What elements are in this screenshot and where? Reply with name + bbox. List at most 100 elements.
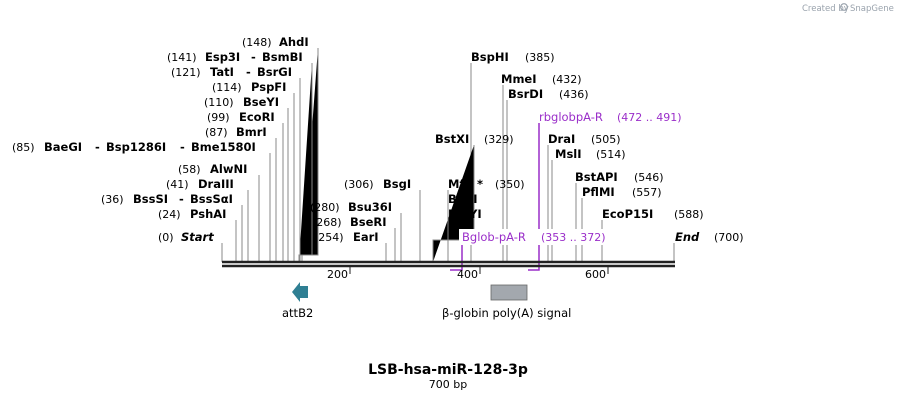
enzyme-name: MflI	[448, 177, 472, 191]
primer-leader-lines	[450, 123, 540, 271]
tick-label-600: 600	[585, 268, 606, 281]
enzyme-pos: (99)	[207, 111, 230, 124]
enzyme-name: TatI	[210, 65, 234, 79]
enzyme-pos: (514)	[596, 148, 626, 161]
enzyme-alias-2: Bme1580I	[191, 140, 256, 154]
enzyme-name: BaeGI	[44, 140, 82, 154]
enzyme-labels: (148) AhdI (141) Esp3I - BsmBI (121) Tat…	[12, 35, 704, 244]
enzyme-bsgi[interactable]: (306) BsgI	[344, 177, 411, 191]
enzyme-ecori[interactable]: (99) EcoRI	[207, 110, 275, 124]
enzyme-name: BmrI	[236, 125, 267, 139]
enzyme-name: BsgI	[383, 177, 411, 191]
enzyme-bmri[interactable]: (87) BmrI	[205, 125, 267, 139]
enzyme-bsrdi[interactable]: BsrDI (436)	[508, 87, 589, 101]
enzyme-alias: BssSαI	[190, 192, 233, 206]
enzyme-alias: BsrGI	[257, 65, 292, 79]
enzyme-bstxi[interactable]: BstXI (329)	[435, 132, 514, 146]
enzyme-bstyi[interactable]: BstYI	[448, 207, 482, 221]
enzyme-beseri[interactable]: (268) BseRI	[312, 215, 387, 229]
enzyme-bstapi[interactable]: BstAPI (546)	[575, 170, 664, 184]
enzyme-mmei[interactable]: MmeI (432)	[501, 72, 582, 86]
primer-labels: rbglobpA-R (472 .. 491) Bglob-pA-R (353 …	[459, 110, 682, 245]
svg-text:-: -	[246, 65, 251, 79]
enzyme-name: EarI	[353, 230, 379, 244]
enzyme-mark: *	[477, 177, 483, 191]
enzyme-msli[interactable]: MslI (514)	[555, 147, 626, 161]
primer-rbglobpa-r[interactable]: rbglobpA-R (472 .. 491)	[539, 110, 682, 124]
enzyme-alias: Bsp1286I	[106, 140, 166, 154]
primer-bglob-pa-r[interactable]: Bglob-pA-R (353 .. 372)	[459, 229, 611, 245]
leader-esp3i	[298, 63, 313, 262]
enzyme-pos: (505)	[591, 133, 621, 146]
enzyme-draiii[interactable]: (41) DraIII	[166, 177, 234, 191]
end-pos: (700)	[714, 231, 744, 244]
snapgene-credit: Created by SnapGene	[802, 3, 894, 14]
enzyme-name: DraIII	[198, 177, 234, 191]
enzyme-bseyi[interactable]: (110) BseYI	[204, 95, 279, 109]
enzyme-name: DraI	[548, 132, 575, 146]
enzyme-pos: (121)	[171, 66, 201, 79]
enzyme-pos: (436)	[559, 88, 589, 101]
primer-label-backdrop	[459, 229, 611, 245]
enzyme-pshai[interactable]: (24) PshAI	[158, 207, 226, 221]
enzyme-bsu36i[interactable]: (280) Bsu36I	[310, 200, 392, 214]
enzyme-pos: (350)	[495, 178, 525, 191]
enzyme-pos: (141)	[167, 51, 197, 64]
enzyme-name: AlwNI	[210, 162, 247, 176]
enzyme-tati[interactable]: (121) TatI - BsrGI	[171, 65, 292, 79]
map-title-block: LSB-hsa-miR-128-3p 700 bp	[368, 362, 528, 391]
enzyme-pos: (148)	[242, 36, 272, 49]
enzyme-name: Esp3I	[205, 50, 240, 64]
enzyme-name: AhdI	[279, 35, 309, 49]
enzyme-bsssi[interactable]: (36) BssSI - BssSαI	[101, 192, 233, 206]
enzyme-pos: (254)	[314, 231, 344, 244]
enzyme-name: BsrDI	[508, 87, 543, 101]
enzyme-name: BseYI	[243, 95, 279, 109]
enzyme-alwni[interactable]: (58) AlwNI	[178, 162, 247, 176]
primer-range: (472 .. 491)	[617, 111, 682, 124]
svg-text:-: -	[179, 192, 184, 206]
enzyme-pos: (588)	[674, 208, 704, 221]
feature-beta-globin-polya[interactable]: β-globin poly(A) signal	[442, 284, 571, 320]
enzyme-name: PflMI	[582, 185, 615, 199]
enzyme-eari[interactable]: (254) EarI	[314, 230, 379, 244]
sequence-ends: (0) Start End (700)	[158, 230, 744, 244]
enzyme-pos: (268)	[312, 216, 342, 229]
enzyme-name: BstAPI	[575, 170, 618, 184]
enzyme-name: BssSI	[133, 192, 168, 206]
credit-prefix: Created by	[802, 4, 849, 14]
enzyme-name: EcoP15I	[602, 207, 653, 221]
svg-text:-: -	[95, 140, 100, 154]
enzyme-mfli[interactable]: MflI * (350)	[448, 177, 525, 191]
enzyme-pos: (87)	[205, 126, 228, 139]
enzyme-pflmi[interactable]: PflMI (557)	[582, 185, 662, 199]
enzyme-pos: (110)	[204, 96, 234, 109]
attb2-arrow-icon	[292, 282, 308, 302]
enzyme-pspfi[interactable]: (114) PspFI	[212, 80, 286, 94]
enzyme-drai[interactable]: DraI (505)	[548, 132, 621, 146]
enzyme-pos: (432)	[552, 73, 582, 86]
enzyme-pos: (41)	[166, 178, 189, 191]
enzyme-pos: (114)	[212, 81, 242, 94]
primer-name: rbglobpA-R	[539, 110, 603, 124]
enzyme-name: MslI	[555, 147, 582, 161]
enzyme-name: BspHI	[471, 50, 509, 64]
feature-attb2[interactable]: attB2	[282, 282, 313, 320]
enzyme-name: Bsu36I	[348, 200, 392, 214]
enzyme-esp3i[interactable]: (141) Esp3I - BsmBI	[167, 50, 303, 64]
enzyme-ecop15i[interactable]: EcoP15I (588)	[602, 207, 704, 221]
enzyme-pos: (24)	[158, 208, 181, 221]
start-label: Start	[181, 230, 214, 244]
snapgene-logo-icon	[840, 3, 848, 11]
primer-name: Bglob-pA-R	[462, 230, 526, 244]
enzyme-name: PshAI	[190, 207, 226, 221]
enzyme-pos: (385)	[525, 51, 555, 64]
enzyme-name: MmeI	[501, 72, 537, 86]
enzyme-bglii[interactable]: BglII	[448, 192, 478, 206]
polya-signal-box	[490, 284, 528, 301]
enzyme-bsphi[interactable]: BspHI (385)	[471, 50, 555, 64]
svg-text:-: -	[251, 50, 256, 64]
enzyme-ahdi[interactable]: (148) AhdI	[242, 35, 309, 49]
enzyme-baegi[interactable]: (85) BaeGI - Bsp1286I - Bme1580I	[12, 140, 256, 154]
